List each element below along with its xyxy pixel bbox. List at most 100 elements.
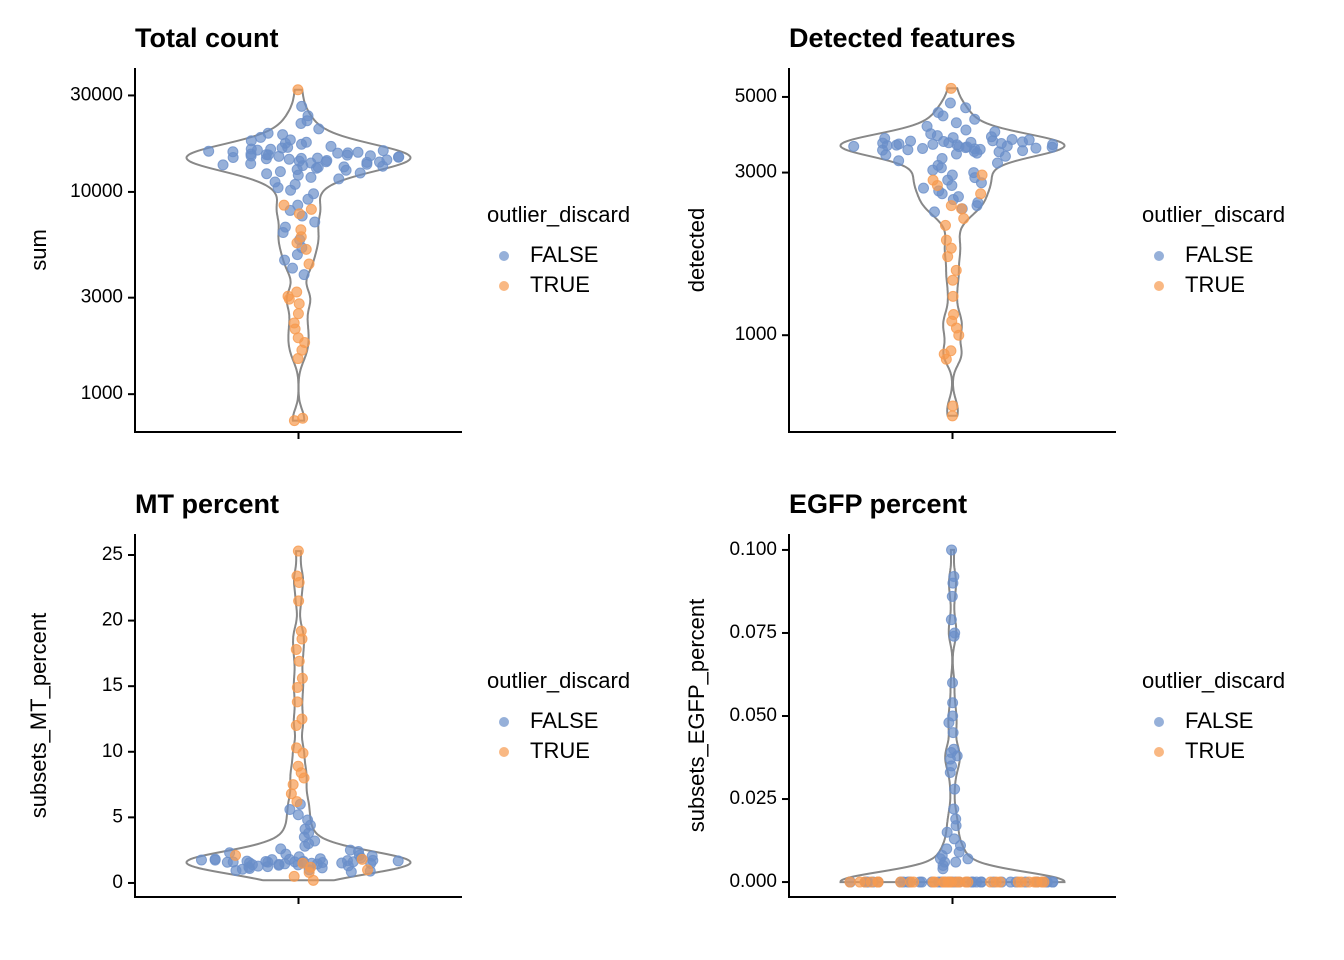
- data-point: [1029, 876, 1041, 888]
- panel-title: Detected features: [789, 23, 1016, 53]
- data-point: [948, 803, 960, 815]
- y-axis-label: subsets_MT_percent: [26, 613, 51, 818]
- data-point: [991, 157, 1003, 169]
- data-point: [890, 139, 902, 151]
- data-point: [940, 234, 952, 246]
- data-point: [230, 864, 242, 876]
- y-tick-label: 25: [102, 544, 123, 565]
- data-point: [936, 188, 948, 200]
- data-point: [291, 164, 303, 176]
- data-point: [947, 274, 959, 286]
- legend-marker: [499, 717, 509, 727]
- legend-label: TRUE: [1185, 272, 1245, 297]
- legend-marker: [499, 747, 509, 757]
- data-point: [947, 400, 959, 412]
- data-point: [293, 298, 305, 310]
- y-tick-label: 5000: [735, 86, 777, 107]
- data-point: [917, 142, 929, 154]
- data-point: [940, 353, 952, 365]
- data-point: [377, 160, 389, 172]
- data-point: [302, 814, 314, 826]
- data-point: [950, 820, 962, 832]
- data-point: [352, 146, 364, 158]
- data-point: [305, 203, 317, 215]
- y-axis-label: subsets_EGFP_percent: [684, 599, 709, 833]
- data-point: [918, 182, 930, 194]
- data-point: [291, 249, 303, 261]
- panel-title: MT percent: [135, 489, 279, 519]
- data-point: [292, 84, 304, 96]
- legend-label: TRUE: [530, 738, 590, 763]
- legend-label: FALSE: [1185, 242, 1253, 267]
- data-point: [946, 179, 958, 191]
- y-tick-label: 10000: [70, 181, 123, 202]
- data-point: [347, 856, 359, 868]
- data-point: [293, 577, 305, 589]
- data-point: [1015, 876, 1027, 888]
- data-point: [317, 856, 329, 868]
- data-point: [279, 137, 291, 149]
- data-point: [950, 264, 962, 276]
- data-point: [291, 696, 303, 708]
- legend-marker: [499, 251, 509, 261]
- y-tick-label: 3000: [735, 162, 777, 183]
- data-point: [945, 82, 957, 94]
- data-point: [292, 545, 304, 557]
- data-point: [298, 772, 310, 784]
- data-point: [879, 132, 891, 144]
- data-point: [943, 137, 955, 149]
- legend-label: FALSE: [1185, 708, 1253, 733]
- data-point: [293, 655, 305, 667]
- data-point: [278, 199, 290, 211]
- y-tick-label: 10: [102, 741, 123, 762]
- data-point: [953, 846, 965, 858]
- data-point: [293, 208, 305, 220]
- data-point: [272, 182, 284, 194]
- y-tick-label: 1000: [735, 324, 777, 345]
- legend-marker: [1154, 281, 1164, 291]
- data-point: [928, 206, 940, 218]
- data-point: [1047, 139, 1059, 151]
- data-point: [938, 876, 950, 888]
- data-point: [288, 870, 300, 882]
- legend-marker: [1154, 747, 1164, 757]
- data-point: [291, 286, 303, 298]
- data-point: [947, 697, 959, 709]
- data-point: [927, 138, 939, 150]
- data-point: [245, 135, 257, 147]
- data-point: [848, 140, 860, 152]
- data-point: [392, 855, 404, 867]
- data-point: [298, 269, 310, 281]
- data-point: [307, 874, 319, 886]
- data-point: [283, 293, 295, 305]
- data-point: [865, 876, 877, 888]
- data-point: [939, 219, 951, 231]
- data-point: [947, 677, 959, 689]
- data-point: [1038, 876, 1050, 888]
- data-point: [877, 144, 889, 156]
- data-point: [285, 788, 297, 800]
- data-point: [944, 766, 956, 778]
- legend-label: FALSE: [530, 708, 598, 733]
- data-point: [297, 747, 309, 759]
- data-point: [255, 131, 267, 143]
- data-point: [949, 783, 961, 795]
- legend-title: outlier_discard: [487, 202, 630, 227]
- data-point: [941, 826, 953, 838]
- data-point: [342, 147, 354, 159]
- y-axis-label: sum: [26, 229, 51, 271]
- data-point: [287, 262, 299, 274]
- data-point: [333, 173, 345, 185]
- data-point: [999, 150, 1011, 162]
- y-tick-label: 0.000: [729, 871, 777, 892]
- panel-title: Total count: [135, 23, 278, 53]
- data-point: [893, 155, 905, 167]
- data-point: [291, 681, 303, 693]
- data-point: [296, 672, 308, 684]
- legend-marker: [1154, 717, 1164, 727]
- data-point: [945, 200, 957, 212]
- legend-title: outlier_discard: [487, 668, 630, 693]
- data-point: [303, 258, 315, 270]
- y-tick-label: 0.075: [729, 622, 777, 643]
